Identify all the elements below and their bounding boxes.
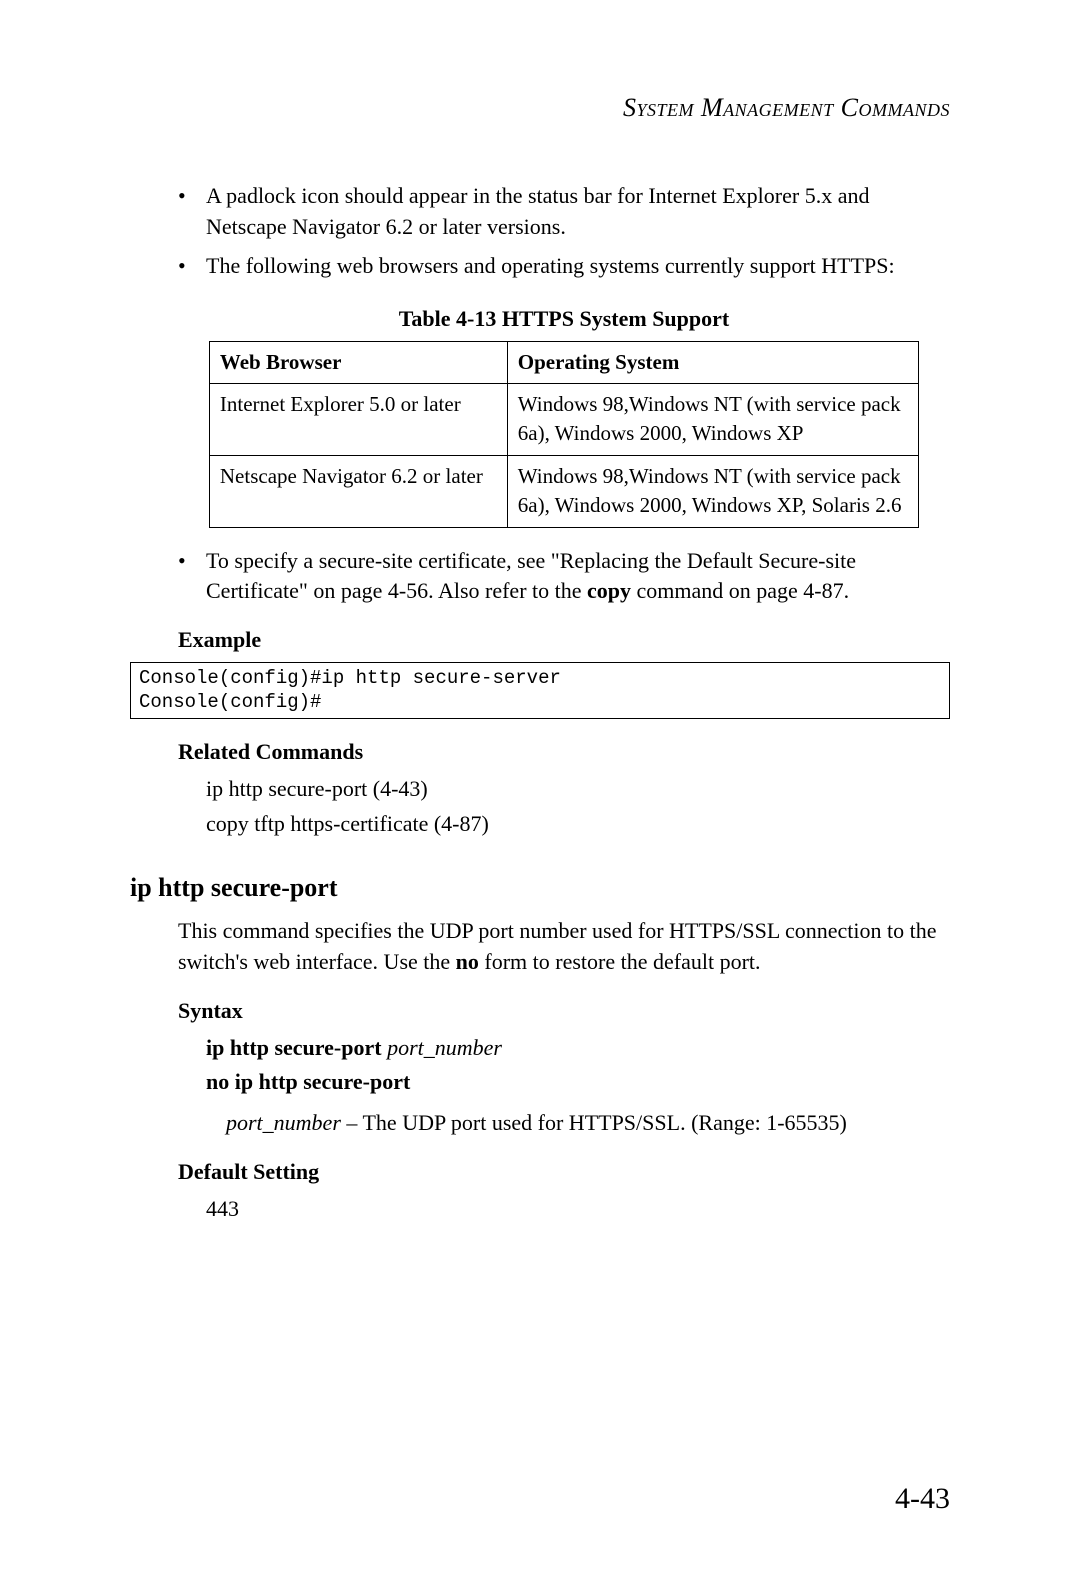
syntax-line: no ip http secure-port	[178, 1067, 950, 1098]
bullet-item: • The following web browsers and operati…	[178, 251, 950, 282]
table-row: Netscape Navigator 6.2 or later Windows …	[209, 455, 918, 527]
related-line: copy tftp https-certificate (4-87)	[178, 809, 950, 840]
table-cell: Internet Explorer 5.0 or later	[209, 383, 507, 455]
bold-span: ip http secure-port	[206, 1035, 387, 1060]
table-cell: Windows 98,Windows NT (with service pack…	[507, 455, 918, 527]
bullet-marker: •	[178, 251, 206, 282]
italic-span: port_number	[226, 1110, 341, 1135]
command-heading: ip http secure-port	[130, 870, 950, 906]
bullet-text: The following web browsers and operating…	[206, 251, 950, 282]
page-number: 4-43	[895, 1478, 950, 1520]
table-row: Internet Explorer 5.0 or later Windows 9…	[209, 383, 918, 455]
page-header: System Management Commands	[130, 90, 950, 126]
table-cell: Netscape Navigator 6.2 or later	[209, 455, 507, 527]
text-span: form to restore the default port.	[479, 949, 761, 974]
bullet-item: • A padlock icon should appear in the st…	[178, 181, 950, 243]
italic-span: port_number	[387, 1035, 502, 1060]
bold-span: no	[456, 949, 479, 974]
related-line: ip http secure-port (4-43)	[178, 774, 950, 805]
related-commands-label: Related Commands	[130, 737, 950, 768]
example-code: Console(config)#ip http secure-server Co…	[130, 662, 950, 720]
bullet-marker: •	[178, 546, 206, 608]
table-cell: Windows 98,Windows NT (with service pack…	[507, 383, 918, 455]
header-title: System Management Commands	[623, 93, 950, 122]
default-value: 443	[178, 1194, 950, 1225]
bold-span: copy	[587, 578, 631, 603]
param-line: port_number – The UDP port used for HTTP…	[178, 1108, 950, 1139]
table-header-row: Web Browser Operating System	[209, 341, 918, 383]
table-caption: Table 4-13 HTTPS System Support	[178, 304, 950, 335]
text-span: – The UDP port used for HTTPS/SSL. (Rang…	[341, 1110, 847, 1135]
table-header-cell: Web Browser	[209, 341, 507, 383]
page-content: • A padlock icon should appear in the st…	[130, 181, 950, 1224]
bullet-marker: •	[178, 181, 206, 243]
syntax-line: ip http secure-port port_number	[178, 1033, 950, 1064]
bullet-text: A padlock icon should appear in the stat…	[206, 181, 950, 243]
bullet-item: • To specify a secure-site certificate, …	[178, 546, 950, 608]
command-description: This command specifies the UDP port numb…	[178, 916, 950, 978]
default-setting-label: Default Setting	[130, 1157, 950, 1188]
table-header-cell: Operating System	[507, 341, 918, 383]
bullet-text: To specify a secure-site certificate, se…	[206, 546, 950, 608]
https-support-table: Web Browser Operating System Internet Ex…	[209, 341, 919, 528]
syntax-label: Syntax	[130, 996, 950, 1027]
text-span: command on page 4-87.	[631, 578, 849, 603]
example-label: Example	[130, 625, 950, 656]
